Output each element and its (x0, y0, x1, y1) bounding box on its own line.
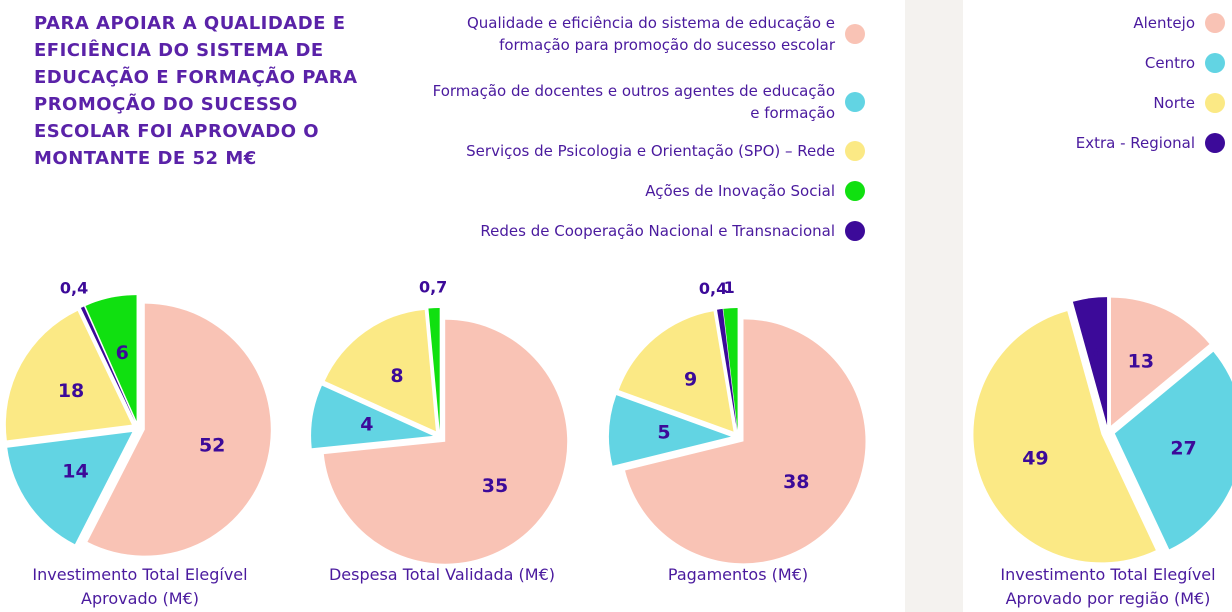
legend-label: Redes de Cooperação Nacional e Transnaci… (480, 222, 835, 240)
legend-swatch (1205, 13, 1225, 33)
pie-slice (1114, 351, 1232, 550)
data-label: 0,4 (699, 279, 727, 298)
legend-swatch (845, 181, 865, 201)
data-label: 8 (390, 365, 403, 387)
data-label: 9 (684, 369, 697, 391)
pie-slice (428, 308, 440, 431)
heading: PARA APOIAR A QUALIDADE E EFICIÊNCIA DO … (34, 13, 358, 169)
pie-slice (609, 395, 732, 466)
pie-slice (87, 303, 271, 556)
data-label: 1 (724, 278, 735, 297)
legend-swatch (1205, 93, 1225, 113)
data-label: 35 (482, 475, 508, 497)
data-label: 4 (360, 414, 373, 436)
pie-slice (7, 432, 133, 545)
legend-item: Alentejo (965, 12, 1225, 34)
legend-swatch (845, 221, 865, 241)
legend-label: Ações de Inovação Social (645, 182, 835, 200)
legend-item: Centro (965, 52, 1225, 74)
chart-caption: Investimento Total Elegível Aprovado por… (1000, 565, 1216, 608)
data-label: 0,4 (60, 278, 88, 297)
data-label: 0,7 (419, 278, 447, 297)
pie-slice (5, 310, 132, 441)
chart-caption: Pagamentos (M€) (667, 565, 809, 584)
legend-label: Alentejo (1133, 14, 1195, 32)
legend-swatch (845, 24, 865, 44)
pie-slice (618, 311, 734, 432)
pie-slice (1072, 297, 1108, 426)
legend-swatch (1205, 133, 1225, 153)
pie-slice (85, 295, 137, 422)
legend-label: Norte (1153, 94, 1195, 112)
data-label: 52 (199, 434, 225, 456)
pie-slice (1110, 297, 1210, 426)
data-label: 27 (1170, 437, 1196, 459)
data-label: 5 (657, 422, 670, 444)
data-label: 14 (62, 460, 88, 482)
data-label: 4 (1091, 344, 1104, 366)
legend-item: Norte (965, 92, 1225, 114)
legend-label: Centro (1144, 54, 1195, 72)
chart-caption: Despesa Total Validada (M€) (328, 565, 556, 584)
legend-item: Qualidade e eficiência do sistema de edu… (425, 12, 865, 56)
legend-swatch (845, 92, 865, 112)
pie-slice (625, 319, 866, 564)
legend-label: Serviços de Psicologia e Orientação (SPO… (466, 142, 835, 160)
chart-caption: Investimento Total Elegível Aprovado (M€… (32, 565, 248, 608)
legend-swatch (845, 141, 865, 161)
legend-item: Extra - Regional (965, 132, 1225, 154)
separator-band (905, 0, 963, 612)
legend-item: Formação de docentes e outros agentes de… (425, 80, 865, 124)
data-label: 38 (783, 471, 809, 493)
legend-item: Redes de Cooperação Nacional e Transnaci… (425, 220, 865, 242)
data-label: 18 (58, 380, 84, 402)
legend-label: Formação de docentes e outros agentes de… (432, 82, 835, 122)
pie-slice (717, 308, 738, 431)
pie-slice (324, 309, 436, 432)
pie-slice (311, 385, 434, 449)
legend-swatch (1205, 53, 1225, 73)
pie-slice (723, 308, 738, 431)
data-label: 13 (1128, 350, 1154, 372)
data-label: 6 (116, 342, 129, 364)
legend-label: Qualidade e eficiência do sistema de edu… (466, 14, 835, 54)
pie-slice (973, 311, 1156, 563)
pie-slice (80, 306, 136, 422)
data-label: 49 (1022, 447, 1048, 469)
legend-label: Extra - Regional (1075, 134, 1195, 152)
legend-item: Serviços de Psicologia e Orientação (SPO… (425, 140, 865, 162)
legend-item: Ações de Inovação Social (425, 180, 865, 202)
pie-slice (323, 319, 568, 564)
